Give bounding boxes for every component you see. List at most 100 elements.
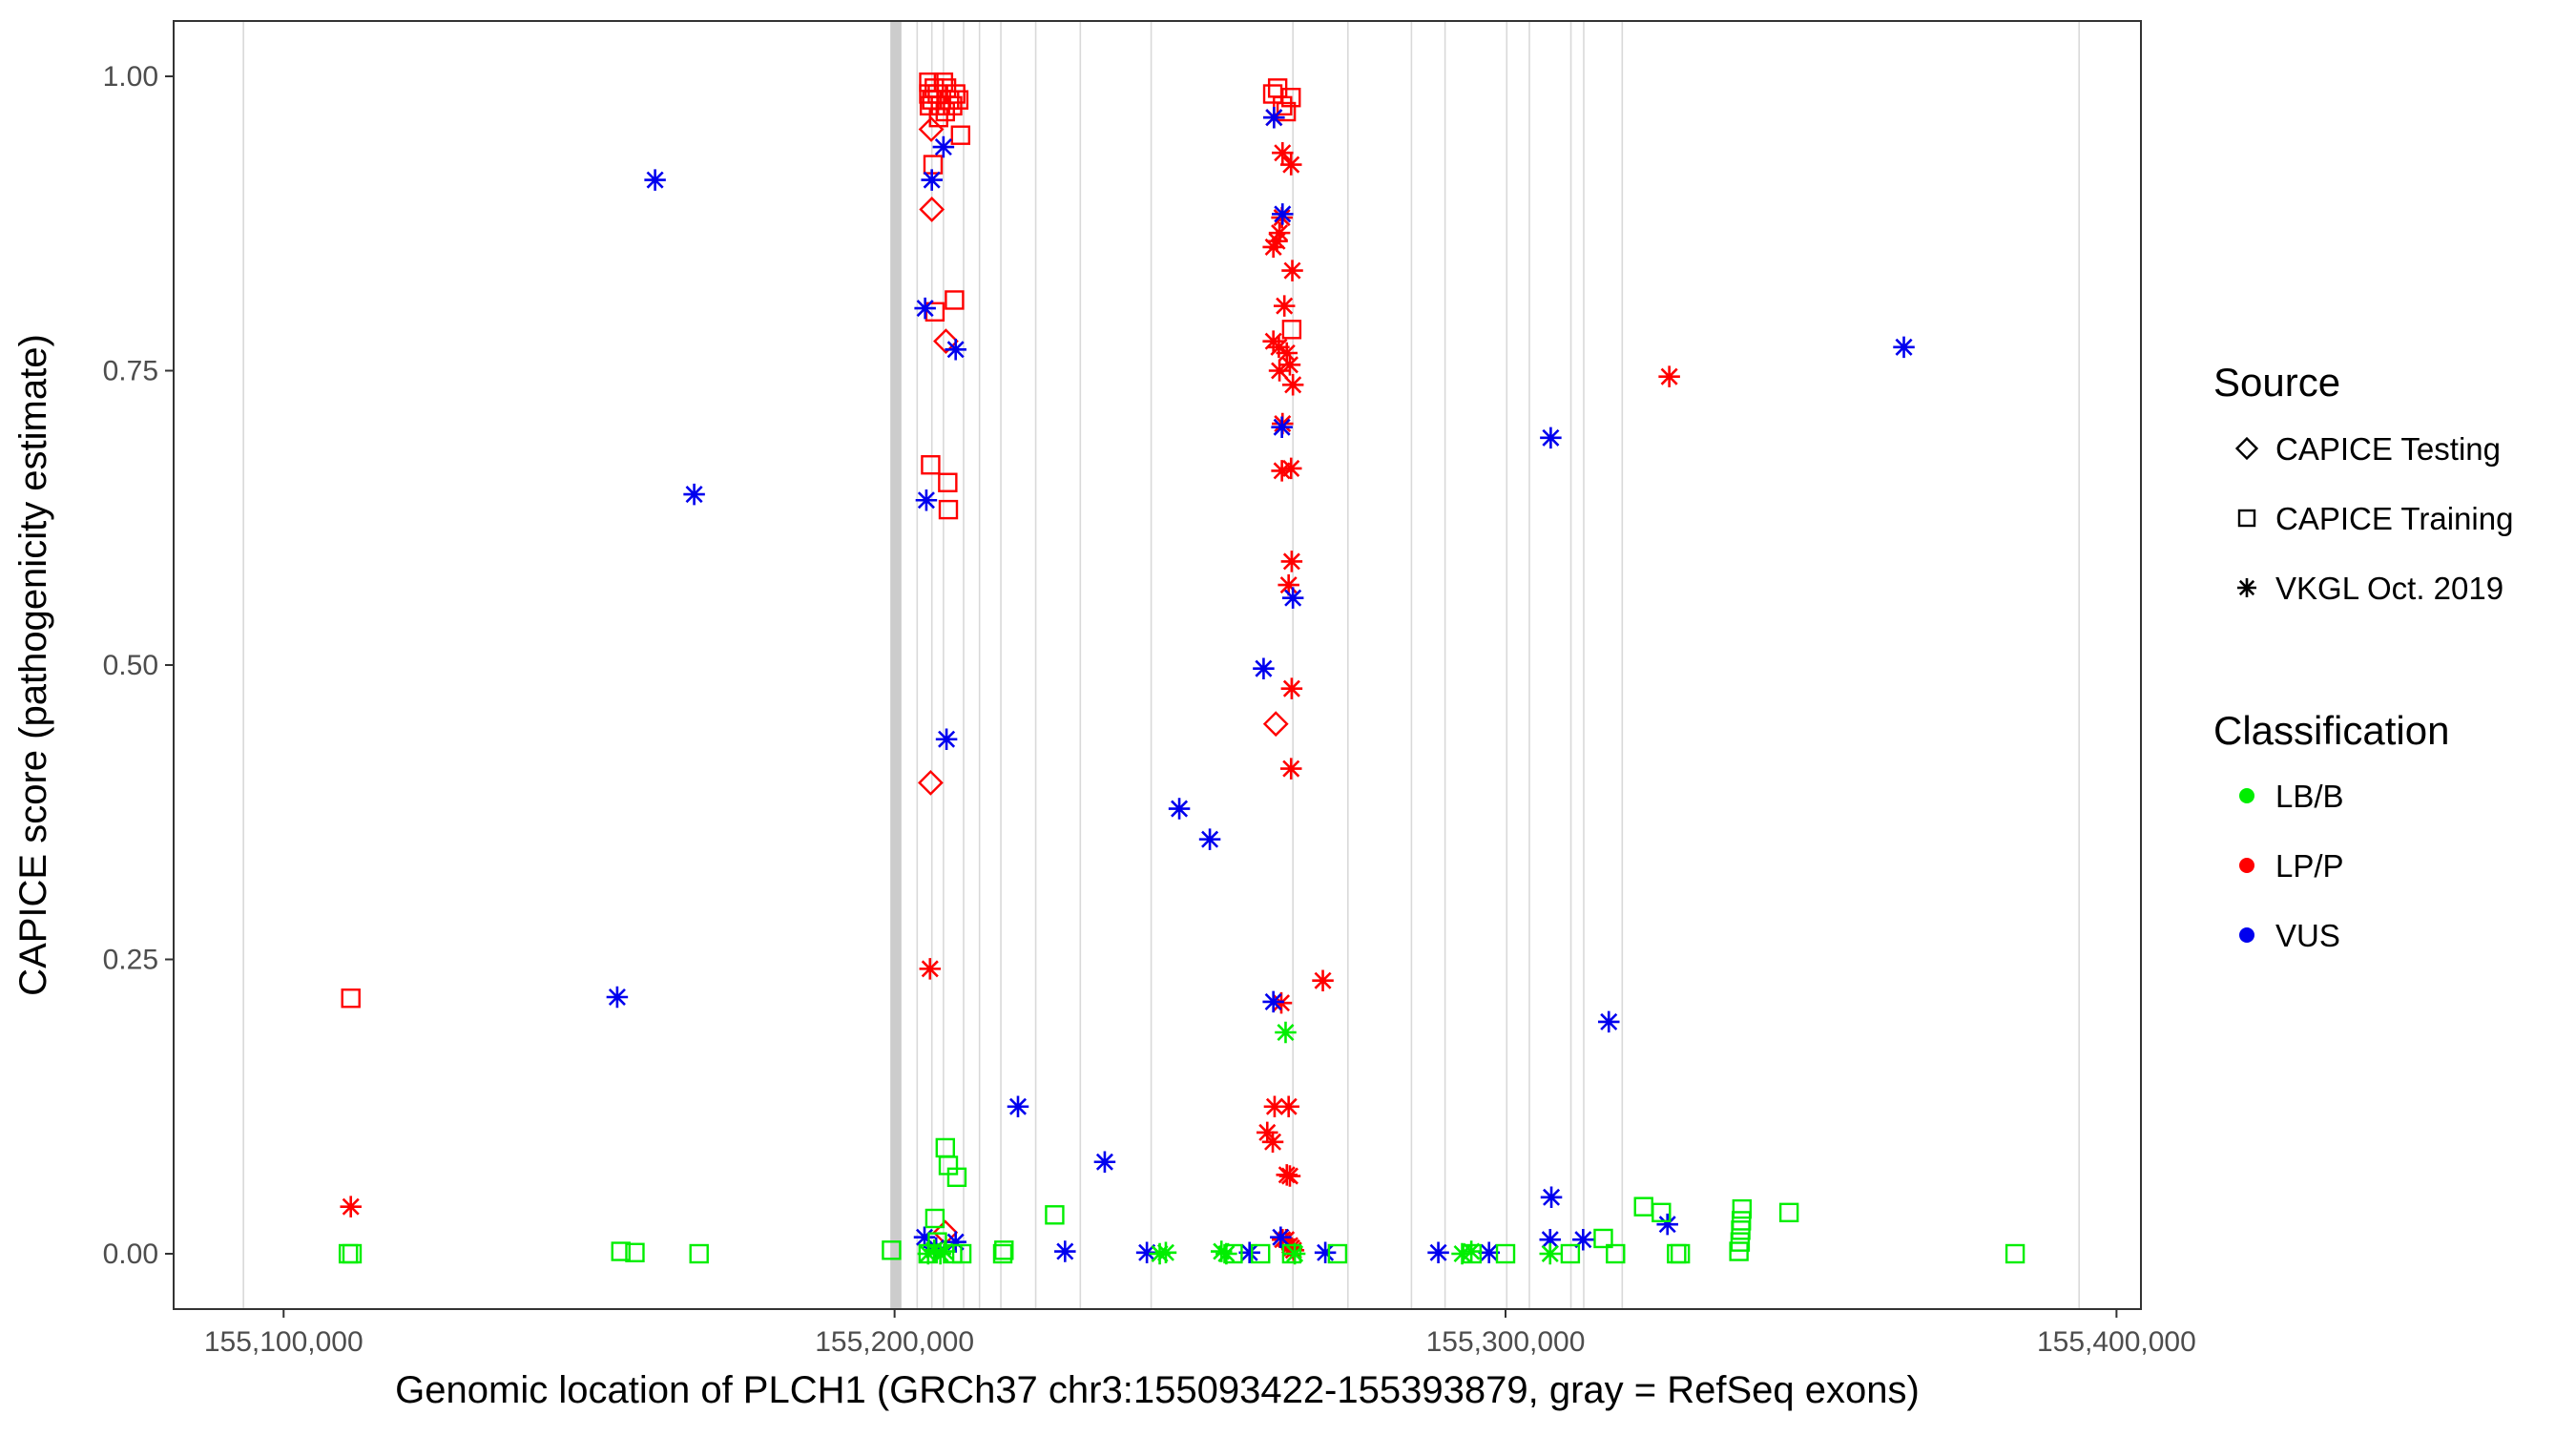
data-point [1283,1242,1306,1265]
data-point [1478,1241,1500,1264]
data-point [1572,1228,1594,1251]
data-point [1314,1241,1337,1264]
data-point [1279,758,1302,780]
legend-source-title: Source [2213,360,2340,405]
data-point [1272,141,1294,164]
x-tick-label: 155,100,000 [204,1326,364,1358]
data-point [935,728,958,750]
data-point [1278,1095,1299,1117]
data-point [945,339,966,361]
data-point [1262,711,1289,738]
data-point [1268,360,1291,382]
data-point [1198,828,1221,850]
data-point [919,958,942,980]
legend-key-asterisk [2237,578,2256,597]
legend-class-label: LB/B [2275,779,2344,814]
data-point [1093,1151,1116,1173]
data-point [1253,657,1275,679]
data-point [1168,798,1191,820]
data-point [1460,1240,1483,1262]
data-point [1539,1242,1562,1265]
data-point [1278,354,1301,376]
legend-key-dot [2239,788,2254,803]
data-point [1135,1241,1158,1264]
legend-source-label: VKGL Oct. 2019 [2275,571,2503,606]
data-point [951,1243,972,1264]
data-point [1280,677,1303,699]
data-point [992,1243,1013,1264]
axes: 155,100,000 155,200,000 155,300,000 155,400… [103,61,2196,1358]
data-point [1281,320,1302,340]
data-point [945,84,966,104]
x-tick-label: 155,300,000 [1426,1326,1586,1358]
data-point [946,1167,967,1187]
legend-source-label: CAPICE Training [2275,501,2513,536]
data-point [1275,1228,1298,1251]
y-tick-label: 0.75 [103,355,158,386]
legend-key-square [2237,509,2256,528]
data-point [921,169,943,191]
data-point [1251,1243,1271,1264]
data-point [933,328,959,355]
data-point [918,116,945,142]
data-point [342,1243,363,1264]
data-point [1606,1243,1626,1264]
data-point [1262,84,1283,104]
data-point [1658,365,1680,387]
data-point [1539,1228,1562,1251]
data-point [935,101,955,122]
legend-key-dot [2239,927,2254,943]
data-point [1238,1241,1260,1264]
data-point [994,1240,1014,1260]
data-point [1327,1243,1348,1264]
exon-band [890,21,902,1309]
data-point [1257,1121,1278,1144]
data-point [1263,1095,1286,1117]
data-point [1281,374,1304,396]
data-point [938,472,958,492]
y-tick-label: 1.00 [103,61,158,93]
data-points [338,72,2025,1265]
data-point [1593,1228,1613,1249]
exon-lines [242,21,2080,1309]
legend-source-label: CAPICE Testing [2275,431,2501,467]
data-point [1276,101,1297,122]
data-point [611,1241,631,1261]
data-point [340,1196,362,1217]
data-point [683,483,705,506]
legend-key-diamond [2234,436,2259,461]
data-point [1732,1198,1753,1219]
data-point [1731,1211,1752,1231]
data-point [1281,587,1304,609]
data-point [1778,1202,1799,1223]
data-point [1272,203,1294,225]
data-point [1280,551,1303,572]
data-point [1540,1186,1563,1209]
legend-class-label: LP/P [2275,848,2344,884]
data-point [915,489,938,511]
data-point [921,455,941,475]
data-point [1275,1021,1297,1044]
data-point [1312,969,1334,991]
data-point [938,499,959,520]
data-point [1281,260,1303,281]
y-axis-title: CAPICE score (pathogenicity estimate) [12,334,54,996]
data-point [1656,1213,1678,1236]
data-point [1007,1095,1029,1117]
data-point [1210,1240,1233,1262]
data-point [1427,1241,1449,1264]
data-point [917,1242,940,1265]
data-point [948,90,969,110]
data-point [1054,1240,1076,1262]
data-point [1495,1243,1516,1264]
y-tick-label: 0.25 [103,945,158,976]
legend-classification-entries: LB/B LP/P VUS [2239,779,2344,953]
data-point [882,1240,902,1260]
legend-source-entries: CAPICE Testing CAPICE Training VKGL Oct. 2… [2234,431,2513,606]
data-point [1451,1242,1473,1265]
data-point [918,770,944,796]
data-point [1262,990,1284,1013]
legend-key-dot [2239,858,2254,873]
